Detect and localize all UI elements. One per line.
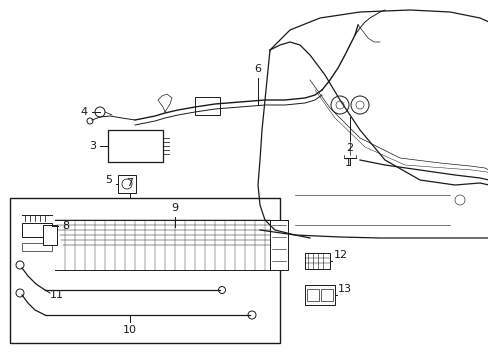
FancyBboxPatch shape [22, 243, 52, 251]
FancyBboxPatch shape [306, 289, 318, 301]
Text: 3: 3 [89, 141, 96, 151]
Text: 8: 8 [62, 221, 69, 231]
FancyBboxPatch shape [43, 225, 57, 245]
Text: 7: 7 [126, 178, 133, 188]
Text: 1: 1 [344, 158, 351, 168]
Text: 2: 2 [346, 143, 353, 153]
FancyBboxPatch shape [22, 223, 52, 237]
Text: 6: 6 [254, 64, 261, 74]
FancyBboxPatch shape [108, 130, 163, 162]
Text: 12: 12 [333, 250, 347, 260]
Text: 10: 10 [123, 325, 137, 335]
Text: 9: 9 [171, 203, 178, 213]
FancyBboxPatch shape [118, 175, 136, 193]
FancyBboxPatch shape [269, 220, 287, 270]
FancyBboxPatch shape [305, 285, 334, 305]
Text: 11: 11 [50, 290, 64, 300]
Text: 4: 4 [81, 107, 88, 117]
Text: 13: 13 [337, 284, 351, 294]
Text: 5: 5 [105, 175, 112, 185]
FancyBboxPatch shape [10, 198, 280, 343]
FancyBboxPatch shape [320, 289, 332, 301]
FancyBboxPatch shape [195, 97, 220, 115]
FancyBboxPatch shape [305, 253, 329, 269]
